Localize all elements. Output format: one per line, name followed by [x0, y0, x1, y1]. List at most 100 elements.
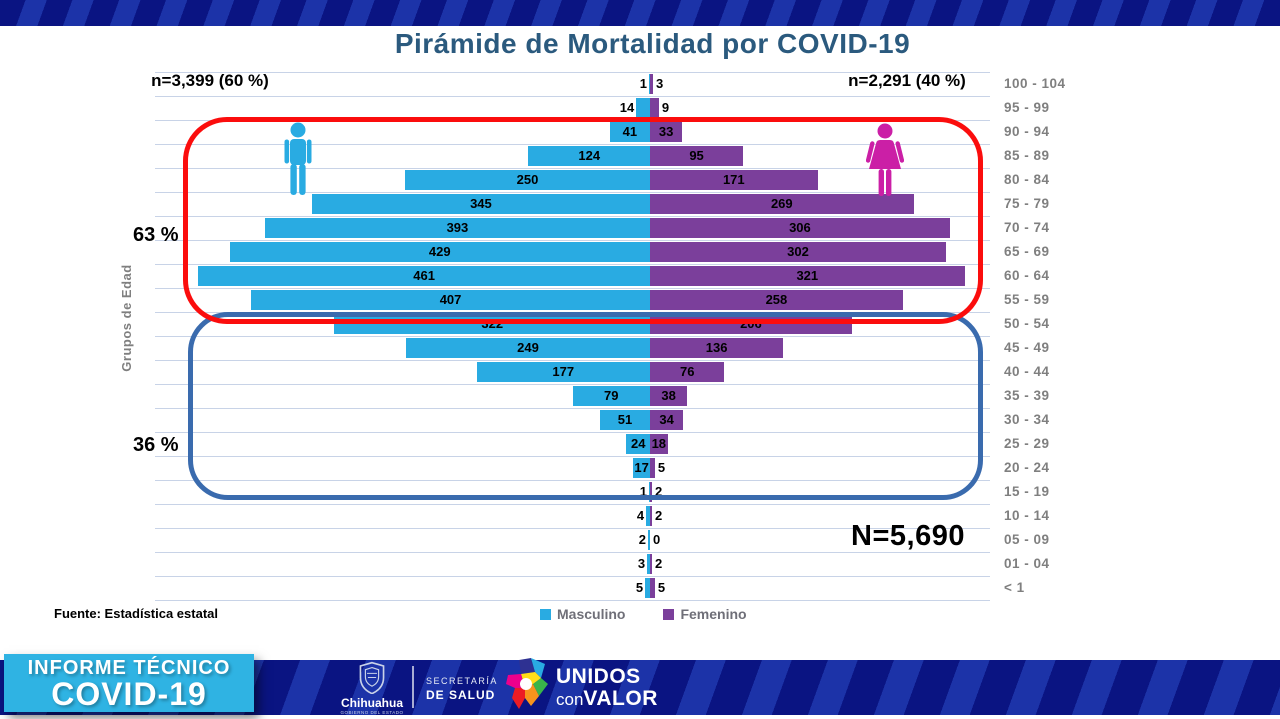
gobierno-del-estado-label: GOBIERNO DEL ESTADO — [340, 710, 404, 715]
gridline — [155, 264, 990, 265]
age-group-label: 65 - 69 — [1004, 244, 1050, 259]
gridline — [155, 408, 990, 409]
age-group-label: 100 - 104 — [1004, 76, 1066, 91]
male-bar-value: 345 — [470, 196, 492, 211]
female-bar-value: 171 — [722, 172, 745, 187]
age-group-label: 55 - 59 — [1004, 292, 1050, 307]
chihuahua-government-logo: Chihuahua GOBIERNO DEL ESTADO — [337, 661, 407, 715]
age-group-label: 80 - 84 — [1004, 172, 1050, 187]
male-bar — [649, 74, 650, 94]
unidos-con-valor-map-icon — [500, 658, 552, 717]
age-group-label: 01 - 04 — [1004, 556, 1050, 571]
gridline — [155, 480, 990, 481]
female-bar — [650, 242, 946, 262]
female-bar-value: 136 — [705, 340, 728, 355]
senior-bracket-outline — [183, 117, 983, 324]
male-bar-value: 51 — [617, 412, 633, 427]
age-group-label: 45 - 49 — [1004, 340, 1050, 355]
source-note: Fuente: Estadística estatal — [54, 606, 218, 621]
age-group-label: 30 - 34 — [1004, 412, 1050, 427]
adult-bracket-percent: 36 % — [133, 434, 179, 456]
female-bar — [650, 218, 950, 238]
y-axis-title: Grupos de Edad — [119, 264, 134, 372]
male-bar-value: 1 — [639, 484, 648, 499]
adult-bracket-outline — [188, 312, 983, 500]
male-bar — [311, 194, 650, 214]
male-bar-value: 14 — [619, 100, 635, 115]
male-bar-value: 24 — [630, 436, 646, 451]
male-bar — [648, 530, 650, 550]
male-bar-value: 249 — [517, 340, 539, 355]
female-bar-value: 269 — [770, 196, 793, 211]
female-bar — [650, 338, 784, 358]
age-group-label: 90 - 94 — [1004, 124, 1050, 139]
female-bar — [650, 578, 655, 598]
age-group-label: 05 - 09 — [1004, 532, 1050, 547]
female-bar-value: 2 — [654, 484, 663, 499]
male-bar-value: 461 — [413, 268, 435, 283]
gridline — [155, 240, 990, 241]
female-bar — [650, 458, 655, 478]
male-total-label: n=3,399 (60 %) — [151, 71, 269, 90]
age-group-label: 50 - 54 — [1004, 316, 1050, 331]
gridline — [155, 576, 990, 577]
banner-divider — [412, 666, 414, 708]
female-bar — [650, 386, 688, 406]
female-bar — [650, 98, 659, 118]
informe-tecnico-box: INFORME TÉCNICO COVID-19 — [4, 654, 254, 712]
age-group-label: 75 - 79 — [1004, 196, 1050, 211]
de-salud-label: DE SALUD — [426, 688, 496, 702]
age-group-label: 60 - 64 — [1004, 268, 1050, 283]
female-bar — [650, 362, 725, 382]
male-bar-value: 17 — [634, 460, 649, 475]
gridline — [155, 552, 990, 553]
male-bar — [528, 146, 650, 166]
legend: Masculino Femenino — [540, 605, 747, 623]
male-bar-value: 393 — [446, 220, 469, 235]
male-bar — [645, 578, 650, 598]
gridline — [155, 504, 990, 505]
chihuahua-wordmark: Chihuahua — [341, 696, 403, 710]
female-bar — [650, 122, 683, 142]
age-group-label: 15 - 19 — [1004, 484, 1050, 499]
male-bar — [229, 242, 650, 262]
female-bar-value: 5 — [657, 460, 666, 475]
male-bar — [264, 218, 650, 238]
age-group-label: 70 - 74 — [1004, 220, 1050, 235]
senior-bracket-percent: 63 % — [133, 224, 179, 246]
female-bar — [650, 194, 914, 214]
female-bar-value: 34 — [659, 412, 674, 427]
gridline — [155, 168, 990, 169]
secretaria-de-salud-logo: SECRETARÍA DE SALUD — [426, 676, 498, 702]
male-bar — [633, 458, 650, 478]
gridline — [155, 360, 990, 361]
male-bar — [405, 338, 650, 358]
legend-item-masculino: Masculino — [540, 605, 625, 623]
informe-line2: COVID-19 — [51, 675, 207, 712]
gridline — [155, 216, 990, 217]
femenino-swatch-icon — [663, 608, 675, 620]
gridline — [155, 144, 990, 145]
female-bar-value: 95 — [689, 148, 704, 163]
con-word: con — [556, 690, 584, 709]
female-bar — [650, 74, 653, 94]
gridline — [155, 456, 990, 457]
gridline — [155, 600, 990, 601]
female-bar — [650, 482, 652, 502]
male-bar — [636, 98, 650, 118]
age-group-label: 25 - 29 — [1004, 436, 1050, 451]
male-bar-value: 41 — [622, 124, 638, 139]
female-bar-value: 302 — [787, 244, 809, 259]
male-bar — [649, 482, 650, 502]
unidos-con-valor-wordmark: UNIDOS conVALOR — [556, 665, 658, 711]
female-bar-value: 76 — [680, 364, 695, 379]
female-total-label: n=2,291 (40 %) — [848, 71, 966, 90]
female-bar — [650, 266, 965, 286]
unidos-word: UNIDOS — [556, 665, 641, 688]
male-bar-value: 250 — [516, 172, 539, 187]
gridline — [155, 192, 990, 193]
female-bar — [650, 506, 652, 526]
gridline — [155, 528, 990, 529]
female-bar-value: 0 — [653, 532, 661, 547]
female-bar — [650, 290, 903, 310]
